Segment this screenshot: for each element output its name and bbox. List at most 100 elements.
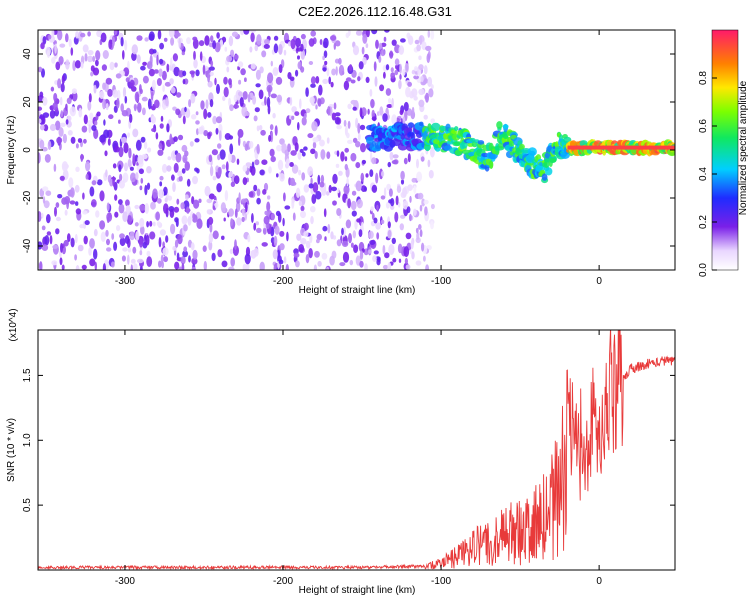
spectrogram-noise-cell xyxy=(80,32,86,38)
spectrogram-noise-cell xyxy=(206,209,211,215)
spectrogram-noise-cell xyxy=(82,210,88,215)
spectrogram-noise-cell xyxy=(355,30,363,36)
spectrogram-noise-cell xyxy=(352,106,357,111)
spectrogram-noise-cell xyxy=(250,63,256,70)
spectrogram-noise-cell xyxy=(193,199,200,209)
spectrogram-noise-cell xyxy=(214,42,221,53)
spectrogram-noise-cell xyxy=(239,30,245,36)
spectrogram-noise-cell xyxy=(57,78,62,89)
spectrogram-noise-cell xyxy=(240,68,246,76)
spectrogram-noise-cell xyxy=(261,159,268,165)
spectrogram-noise-cell xyxy=(272,112,276,119)
spectrogram-noise-cell xyxy=(138,168,144,175)
spectrogram-noise-cell xyxy=(359,260,364,268)
spectrogram-noise-cell xyxy=(324,60,328,66)
spectrogram-noise-cell xyxy=(375,222,381,230)
spectrogram-noise-cell xyxy=(370,98,375,109)
spectrogram-noise-cell xyxy=(344,163,348,171)
spectrogram-noise-cell xyxy=(54,120,61,131)
spectrogram-signal-cell xyxy=(502,124,509,129)
spectrogram-noise-cell xyxy=(268,86,271,98)
spectrogram-noise-cell xyxy=(366,30,370,38)
spectrogram-noise-cell xyxy=(82,44,89,53)
spectrogram-noise-cell xyxy=(182,250,189,258)
spectrogram-noise-cell xyxy=(75,201,79,206)
spectrogram-noise-cell xyxy=(243,30,250,35)
spectrogram-noise-cell xyxy=(247,93,251,103)
spectrogram-noise-cell xyxy=(208,193,215,200)
spectrogram-noise-cell xyxy=(38,66,43,73)
spectrogram-noise-cell xyxy=(244,143,249,151)
spectrogram-noise-cell xyxy=(413,185,417,194)
spectrogram-noise-cell xyxy=(229,143,234,155)
spectrogram-noise-cell xyxy=(80,61,84,69)
spectrogram-noise-cell xyxy=(184,161,190,171)
spectrogram-noise-cell xyxy=(418,64,424,71)
spectrogram-noise-cell xyxy=(195,120,200,125)
spectrogram-noise-cell xyxy=(326,191,330,196)
spectrogram-noise-cell xyxy=(376,204,379,211)
spectrogram-signal-cell xyxy=(419,121,424,127)
spectrogram-noise-cell xyxy=(114,211,119,218)
spectrogram-noise-cell xyxy=(324,236,327,242)
spectrogram-noise-cell xyxy=(174,261,180,270)
spectrogram-noise-cell xyxy=(44,154,51,163)
figure-title: C2E2.2026.112.16.48.G31 xyxy=(298,4,452,19)
spectrogram-noise-cell xyxy=(158,189,165,199)
spectrogram-noise-cell xyxy=(211,252,216,262)
spectrogram-noise-cell xyxy=(276,94,283,103)
spectrogram-noise-cell xyxy=(94,120,98,126)
spectrogram-noise-cell xyxy=(430,84,434,90)
colorbar-label: Normalized spectral amplitude xyxy=(738,80,749,215)
spectrogram-noise-cell xyxy=(139,204,146,211)
spectrogram-noise-cell xyxy=(99,190,105,202)
spectrogram-noise-cell xyxy=(70,237,75,248)
spectrogram-noise-cell xyxy=(55,228,60,235)
spectrogram-noise-cell xyxy=(395,195,399,206)
spectrogram-noise-cell xyxy=(169,133,173,144)
spectrogram-noise-cell xyxy=(83,138,87,144)
spectrogram-noise-cell xyxy=(208,154,213,163)
spectrogram-noise-cell xyxy=(108,114,114,120)
spectrogram-noise-cell xyxy=(159,123,164,129)
spectrogram-noise-cell xyxy=(87,31,91,37)
spectrogram-noise-cell xyxy=(209,165,214,177)
spectrogram-noise-cell xyxy=(102,98,106,110)
spectrogram-noise-cell xyxy=(336,150,340,157)
spectrogram-noise-cell xyxy=(371,116,377,121)
spectrogram-noise-cell xyxy=(343,185,350,195)
spectrogram-noise-cell xyxy=(118,203,125,214)
spectrogram-noise-cell xyxy=(328,76,332,85)
spectrogram-noise-cell xyxy=(395,64,399,70)
spectrogram-noise-cell xyxy=(44,235,50,246)
spectrogram-noise-cell xyxy=(210,60,214,67)
spectrogram-noise-cell xyxy=(242,164,248,172)
spectrogram-noise-cell xyxy=(322,67,327,72)
spectrogram-noise-cell xyxy=(256,197,261,205)
spectrogram-noise-cell xyxy=(152,188,158,199)
spectrogram-noise-cell xyxy=(177,170,183,177)
spectrogram-noise-cell xyxy=(290,181,297,186)
spectrogram-noise-cell xyxy=(295,260,300,268)
spectrogram-noise-cell xyxy=(206,198,213,204)
spectrogram-noise-cell xyxy=(91,125,97,131)
spectrogram-noise-cell xyxy=(267,104,271,115)
spectrogram-noise-cell xyxy=(371,157,377,165)
spectrogram-noise-cell xyxy=(282,217,285,227)
spectrogram-noise-cell xyxy=(274,225,280,235)
spectrogram-noise-cell xyxy=(135,231,140,241)
spectrogram-noise-cell xyxy=(416,44,421,52)
spectrogram-noise-cell xyxy=(310,30,317,37)
spectrogram-noise-cell xyxy=(116,225,121,232)
spectrogram-noise-cell xyxy=(118,146,124,158)
spectrogram-noise-cell xyxy=(380,219,385,224)
spectrogram-noise-cell xyxy=(116,97,120,109)
spectrogram-noise-cell xyxy=(182,70,187,77)
spectrogram-noise-cell xyxy=(118,119,121,124)
spectrogram-noise-cell xyxy=(142,61,148,66)
spectrogram-noise-cell xyxy=(283,192,286,202)
spectrogram-noise-cell xyxy=(259,66,264,74)
spectrogram-noise-cell xyxy=(219,149,226,160)
spectrogram-noise-cell xyxy=(65,119,69,125)
spectrogram-noise-cell xyxy=(415,227,419,234)
